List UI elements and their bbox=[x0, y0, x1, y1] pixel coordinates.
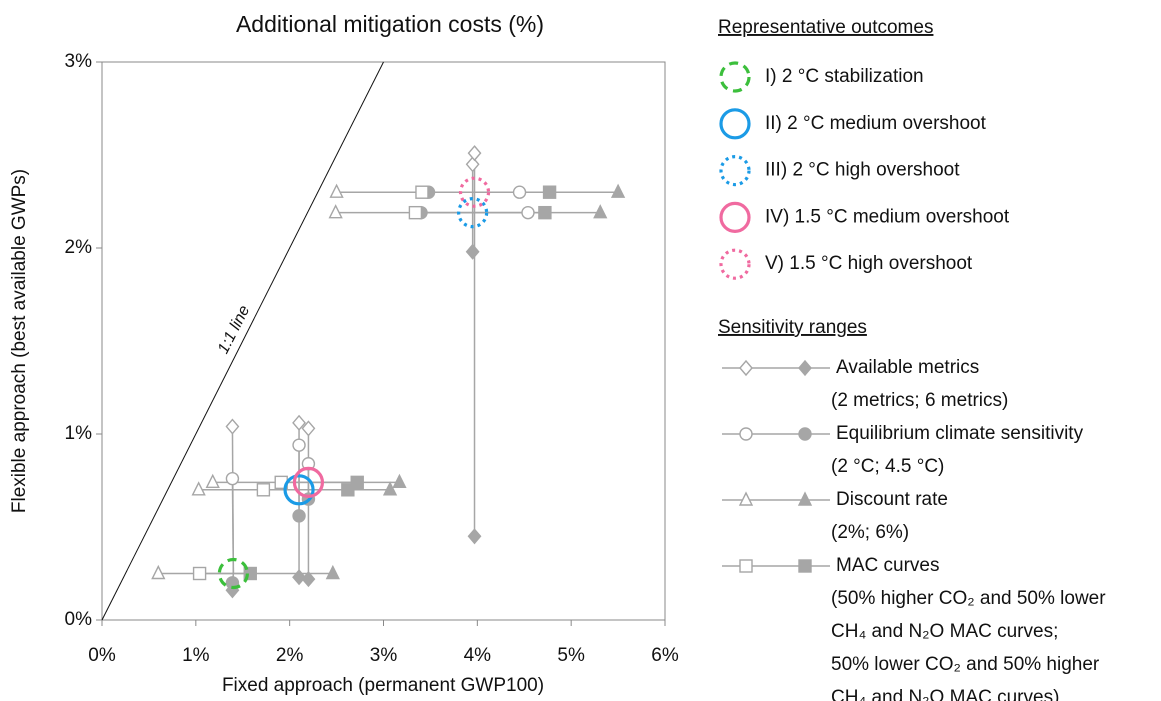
marker bbox=[415, 185, 429, 199]
legend-symbol bbox=[719, 248, 751, 280]
legend-label: I) 2 °C stabilization bbox=[765, 66, 924, 87]
legend-symbol bbox=[739, 427, 753, 441]
x-tick-label: 4% bbox=[464, 645, 492, 666]
legend-title: Representative outcomes bbox=[718, 17, 933, 38]
y-tick-label: 1% bbox=[65, 423, 93, 444]
y-tick-label: 2% bbox=[65, 237, 93, 258]
marker bbox=[465, 156, 480, 173]
range-line bbox=[231, 478, 235, 574]
legend-symbol bbox=[797, 491, 813, 506]
x-tick-label: 0% bbox=[88, 645, 116, 666]
marker bbox=[225, 471, 240, 486]
legend-symbol bbox=[738, 491, 754, 506]
marker bbox=[512, 185, 527, 199]
marker bbox=[350, 475, 364, 490]
outcome-point bbox=[457, 197, 489, 229]
legend-note: CH₄ and N₂O MAC curves; bbox=[831, 621, 1058, 642]
marker bbox=[542, 185, 557, 199]
legend-symbol bbox=[719, 155, 751, 187]
marker bbox=[151, 564, 166, 580]
marker bbox=[292, 569, 306, 586]
marker bbox=[408, 205, 423, 220]
annotation: 1:1 line bbox=[215, 303, 253, 357]
x-axis-label: Fixed approach (permanent GWP100) bbox=[222, 675, 544, 696]
legend-symbol bbox=[798, 559, 812, 573]
marker bbox=[467, 528, 482, 545]
legend-note: 50% lower CO₂ and 50% higher bbox=[831, 654, 1100, 675]
outcome-point bbox=[292, 466, 325, 498]
x-tick-label: 1% bbox=[182, 645, 210, 666]
marker bbox=[521, 205, 535, 220]
chart-title: Additional mitigation costs (%) bbox=[236, 11, 544, 37]
marker bbox=[465, 243, 480, 260]
marker bbox=[225, 418, 240, 435]
marker bbox=[382, 481, 398, 496]
legend-note: (50% higher CO₂ and 50% lower bbox=[831, 588, 1106, 609]
outcome-point bbox=[283, 474, 315, 506]
legend-note: (2 metrics; 6 metrics) bbox=[831, 390, 1008, 411]
legend-symbol bbox=[798, 427, 812, 441]
x-tick-label: 3% bbox=[370, 645, 398, 666]
legend-symbol bbox=[798, 359, 812, 377]
marker bbox=[292, 509, 306, 523]
marker bbox=[256, 483, 271, 497]
marker bbox=[325, 564, 340, 580]
marker bbox=[205, 473, 220, 489]
marker bbox=[292, 438, 306, 452]
legend-label: II) 2 °C medium overshoot bbox=[765, 113, 987, 134]
legend-symbol bbox=[719, 108, 751, 140]
legend-note: (2 °C; 4.5 °C) bbox=[831, 456, 944, 477]
legend-label: V) 1.5 °C high overshoot bbox=[765, 253, 973, 274]
marker bbox=[538, 205, 552, 220]
identity-line bbox=[101, 61, 384, 621]
marker bbox=[610, 183, 626, 198]
marker bbox=[392, 473, 407, 489]
marker bbox=[192, 566, 207, 581]
legend-symbol bbox=[739, 359, 753, 377]
x-tick-label: 6% bbox=[651, 645, 679, 666]
legend-label: Available metrics bbox=[836, 357, 979, 378]
marker bbox=[593, 204, 608, 219]
marker bbox=[329, 183, 344, 198]
y-tick-label: 0% bbox=[65, 609, 93, 630]
marker bbox=[191, 481, 206, 496]
marker bbox=[301, 420, 316, 437]
outcome-point bbox=[458, 176, 491, 208]
x-tick-label: 5% bbox=[557, 645, 585, 666]
legend-label: III) 2 °C high overshoot bbox=[765, 160, 960, 181]
legend-label: Equilibrium climate sensitivity bbox=[836, 423, 1084, 444]
marker bbox=[301, 571, 316, 588]
outcome-point bbox=[217, 557, 249, 590]
legend-symbol bbox=[719, 201, 751, 233]
legend-title: Sensitivity ranges bbox=[718, 317, 867, 338]
y-axis-label: Flexible approach (best available GWPs) bbox=[9, 169, 30, 513]
marker bbox=[328, 204, 343, 219]
y-tick-label: 3% bbox=[65, 51, 93, 72]
legend-symbol bbox=[739, 559, 753, 573]
plot-frame bbox=[101, 61, 666, 621]
legend-label: MAC curves bbox=[836, 555, 939, 576]
marker bbox=[467, 145, 482, 162]
legend-note: (2%; 6%) bbox=[831, 522, 909, 543]
legend-note: CH₄ and N₂O MAC curves) bbox=[831, 687, 1059, 701]
marker bbox=[292, 414, 306, 431]
legend-label: IV) 1.5 °C medium overshoot bbox=[765, 206, 1010, 227]
legend-symbol bbox=[719, 61, 751, 93]
legend-label: Discount rate bbox=[836, 489, 948, 510]
x-tick-label: 2% bbox=[276, 645, 304, 666]
